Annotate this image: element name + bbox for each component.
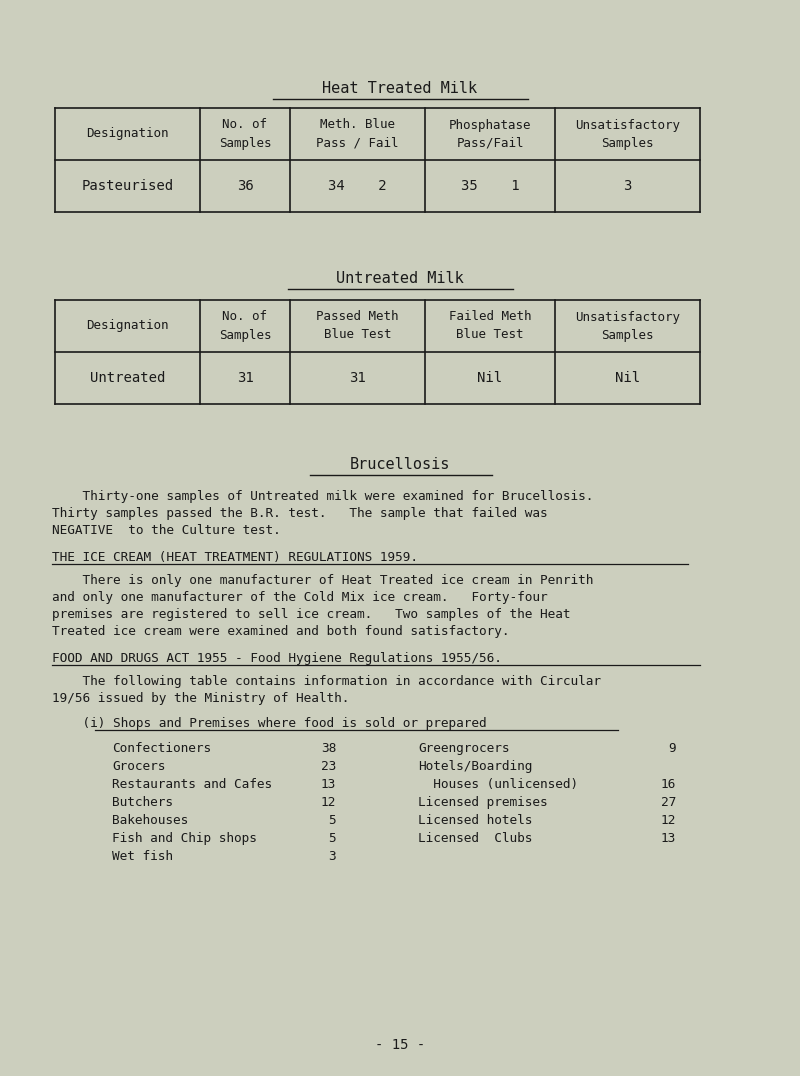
Text: and only one manufacturer of the Cold Mix ice cream.   Forty-four: and only one manufacturer of the Cold Mi…: [52, 591, 548, 604]
Text: Hotels/Boarding: Hotels/Boarding: [418, 760, 532, 773]
Text: 27: 27: [661, 796, 676, 809]
Text: 9: 9: [668, 742, 676, 755]
Text: Unsatisfactory
Samples: Unsatisfactory Samples: [575, 118, 680, 150]
Text: Failed Meth
Blue Test: Failed Meth Blue Test: [449, 311, 531, 341]
Text: Thirty-one samples of Untreated milk were examined for Brucellosis.: Thirty-one samples of Untreated milk wer…: [52, 490, 594, 502]
Text: Phosphatase
Pass/Fail: Phosphatase Pass/Fail: [449, 118, 531, 150]
Text: There is only one manufacturer of Heat Treated ice cream in Penrith: There is only one manufacturer of Heat T…: [52, 574, 594, 587]
Text: Untreated: Untreated: [90, 371, 165, 385]
Text: Nil: Nil: [478, 371, 502, 385]
Text: 31: 31: [349, 371, 366, 385]
Text: Licensed premises: Licensed premises: [418, 796, 548, 809]
Text: 34    2: 34 2: [328, 179, 387, 193]
Text: Designation: Designation: [86, 127, 169, 141]
Text: Greengrocers: Greengrocers: [418, 742, 510, 755]
Text: Treated ice cream were examined and both found satisfactory.: Treated ice cream were examined and both…: [52, 625, 510, 638]
Text: Wet fish: Wet fish: [112, 850, 173, 863]
Text: Licensed hotels: Licensed hotels: [418, 815, 532, 827]
Text: 3: 3: [328, 850, 336, 863]
Text: Brucellosis: Brucellosis: [350, 457, 450, 472]
Text: NEGATIVE  to the Culture test.: NEGATIVE to the Culture test.: [52, 524, 281, 537]
Text: 19/56 issued by the Ministry of Health.: 19/56 issued by the Ministry of Health.: [52, 692, 350, 705]
Text: 38: 38: [321, 742, 336, 755]
Text: No. of
Samples: No. of Samples: [218, 118, 271, 150]
Text: Untreated Milk: Untreated Milk: [336, 271, 464, 286]
Text: Houses (unlicensed): Houses (unlicensed): [418, 778, 578, 791]
Text: 23: 23: [321, 760, 336, 773]
Text: 5: 5: [328, 815, 336, 827]
Text: 31: 31: [237, 371, 254, 385]
Text: Bakehouses: Bakehouses: [112, 815, 188, 827]
Text: Pasteurised: Pasteurised: [82, 179, 174, 193]
Text: Meth. Blue
Pass / Fail: Meth. Blue Pass / Fail: [316, 118, 398, 150]
Text: 12: 12: [321, 796, 336, 809]
Text: Passed Meth
Blue Test: Passed Meth Blue Test: [316, 311, 398, 341]
Text: The following table contains information in accordance with Circular: The following table contains information…: [52, 675, 601, 688]
Text: THE ICE CREAM (HEAT TREATMENT) REGULATIONS 1959.: THE ICE CREAM (HEAT TREATMENT) REGULATIO…: [52, 551, 418, 564]
Text: 35    1: 35 1: [461, 179, 519, 193]
Text: Fish and Chip shops: Fish and Chip shops: [112, 832, 257, 845]
Text: Designation: Designation: [86, 320, 169, 332]
Text: - 15 -: - 15 -: [375, 1038, 425, 1052]
Text: Thirty samples passed the B.R. test.   The sample that failed was: Thirty samples passed the B.R. test. The…: [52, 507, 548, 520]
Text: Licensed  Clubs: Licensed Clubs: [418, 832, 532, 845]
Text: Unsatisfactory
Samples: Unsatisfactory Samples: [575, 311, 680, 341]
Text: 16: 16: [661, 778, 676, 791]
Text: Confectioners: Confectioners: [112, 742, 211, 755]
Text: Nil: Nil: [615, 371, 640, 385]
Text: No. of
Samples: No. of Samples: [218, 311, 271, 341]
Text: 5: 5: [328, 832, 336, 845]
Text: 36: 36: [237, 179, 254, 193]
Text: premises are registered to sell ice cream.   Two samples of the Heat: premises are registered to sell ice crea…: [52, 608, 570, 621]
Text: (i) Shops and Premises where food is sold or prepared: (i) Shops and Premises where food is sol…: [52, 717, 486, 730]
Text: Heat Treated Milk: Heat Treated Milk: [322, 81, 478, 96]
Text: FOOD AND DRUGS ACT 1955 - Food Hygiene Regulations 1955/56.: FOOD AND DRUGS ACT 1955 - Food Hygiene R…: [52, 652, 502, 665]
Text: Butchers: Butchers: [112, 796, 173, 809]
Text: Restaurants and Cafes: Restaurants and Cafes: [112, 778, 272, 791]
Text: 13: 13: [661, 832, 676, 845]
Text: 3: 3: [623, 179, 632, 193]
Text: 13: 13: [321, 778, 336, 791]
Text: Grocers: Grocers: [112, 760, 166, 773]
Text: 12: 12: [661, 815, 676, 827]
